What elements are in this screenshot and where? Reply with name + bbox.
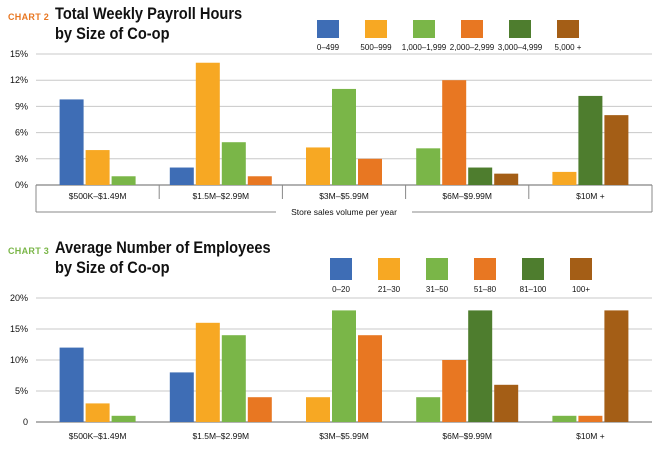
bar bbox=[332, 310, 356, 422]
bar bbox=[358, 335, 382, 422]
bar bbox=[247, 176, 272, 185]
bar bbox=[494, 384, 519, 422]
legend-swatch bbox=[317, 20, 339, 38]
bar bbox=[332, 88, 356, 185]
bar bbox=[195, 62, 220, 185]
bar bbox=[578, 415, 603, 422]
y-tick-label: 15% bbox=[10, 324, 28, 334]
legend-swatch bbox=[570, 258, 592, 280]
bar bbox=[195, 322, 220, 422]
bar bbox=[247, 397, 272, 422]
chart-3: CHART 3 Average Number of Employees by S… bbox=[0, 232, 655, 454]
bar bbox=[85, 403, 110, 422]
chart-2-title-line-1: Total Weekly Payroll Hours bbox=[55, 4, 243, 23]
chart-2-plot: 0% 3% 6% 9% 12% 15% 0–499 500–999 1,000–1,999 2,0… bbox=[10, 20, 653, 217]
legend-label: 500–999 bbox=[360, 43, 392, 52]
legend-swatch bbox=[413, 20, 435, 38]
bar bbox=[604, 310, 629, 422]
y-tick-label: 0 bbox=[23, 417, 28, 427]
legend-swatch bbox=[474, 258, 496, 280]
chart-3-title-line-2: by Size of Co-op bbox=[55, 258, 170, 277]
y-tick-label: 5% bbox=[15, 386, 28, 396]
legend-label: 5,000 + bbox=[555, 43, 582, 52]
bar bbox=[306, 147, 330, 185]
x-category-label: $500K–$1.49M bbox=[69, 191, 127, 201]
legend-swatch bbox=[365, 20, 387, 38]
y-tick-label: 0% bbox=[15, 180, 28, 190]
chart-2: CHART 2 Total Weekly Payroll Hours by Si… bbox=[8, 4, 653, 217]
bar bbox=[442, 360, 467, 422]
legend-swatch bbox=[522, 258, 544, 280]
chart-3-label: CHART 3 bbox=[8, 246, 50, 256]
legend-label: 51–80 bbox=[474, 285, 497, 294]
bar bbox=[442, 80, 467, 185]
bar bbox=[221, 142, 246, 185]
x-axis-title: Store sales volume per year bbox=[291, 207, 397, 217]
legend-label: 21–30 bbox=[378, 285, 401, 294]
legend-label: 100+ bbox=[572, 285, 590, 294]
legend-label: 81–100 bbox=[520, 285, 547, 294]
bar bbox=[416, 148, 441, 185]
x-category-label: $1.5M–$2.99M bbox=[192, 191, 249, 201]
legend-swatch bbox=[378, 258, 400, 280]
x-category-label: $10M + bbox=[576, 431, 605, 441]
x-category-label: $500K–$1.49M bbox=[69, 431, 127, 441]
x-category-label: $6M–$9.99M bbox=[442, 191, 492, 201]
x-category-label: $6M–$9.99M bbox=[442, 431, 492, 441]
bar bbox=[358, 158, 382, 185]
chart-3-title-line-1: Average Number of Employees bbox=[55, 238, 271, 257]
bar bbox=[85, 150, 110, 185]
x-category-label: $1.5M–$2.99M bbox=[192, 431, 249, 441]
bar bbox=[552, 415, 577, 422]
x-category-label: $3M–$5.99M bbox=[319, 431, 369, 441]
x-category-label: $3M–$5.99M bbox=[319, 191, 369, 201]
bar bbox=[169, 372, 194, 422]
legend-swatch bbox=[461, 20, 483, 38]
chart-2-title-line-2: by Size of Co-op bbox=[55, 24, 170, 43]
x-category-label: $10M + bbox=[576, 191, 605, 201]
legend-swatch bbox=[330, 258, 352, 280]
chart-2-label: CHART 2 bbox=[8, 12, 50, 22]
y-tick-label: 20% bbox=[10, 293, 28, 303]
legend-label: 1,000–1,999 bbox=[402, 43, 447, 52]
legend-label: 31–50 bbox=[426, 285, 449, 294]
bar bbox=[59, 99, 84, 185]
y-tick-label: 10% bbox=[10, 355, 28, 365]
legend-label: 3,000–4,999 bbox=[498, 43, 543, 52]
bar bbox=[604, 115, 629, 185]
bar bbox=[306, 397, 330, 422]
bar bbox=[111, 176, 136, 185]
bar bbox=[468, 167, 493, 185]
chart-3-plot: 0 5% 10% 15% 20% 0–20 21–30 31–50 51–80 81–100 100… bbox=[10, 258, 652, 441]
bar bbox=[552, 171, 577, 185]
bar bbox=[494, 173, 519, 185]
bar bbox=[468, 310, 493, 422]
legend-label: 0–20 bbox=[332, 285, 350, 294]
legend-swatch bbox=[557, 20, 579, 38]
y-tick-label: 6% bbox=[15, 128, 28, 138]
legend-swatch bbox=[509, 20, 531, 38]
y-tick-label: 12% bbox=[10, 75, 28, 85]
y-tick-label: 15% bbox=[10, 49, 28, 59]
bar bbox=[169, 167, 194, 185]
legend-label: 0–499 bbox=[317, 43, 340, 52]
legend-swatch bbox=[426, 258, 448, 280]
bar bbox=[221, 335, 246, 422]
bar bbox=[111, 415, 136, 422]
bar bbox=[578, 95, 603, 185]
y-tick-label: 3% bbox=[15, 154, 28, 164]
legend-label: 2,000–2,999 bbox=[450, 43, 495, 52]
bar bbox=[59, 347, 84, 422]
bar bbox=[416, 397, 441, 422]
y-tick-label: 9% bbox=[15, 101, 28, 111]
